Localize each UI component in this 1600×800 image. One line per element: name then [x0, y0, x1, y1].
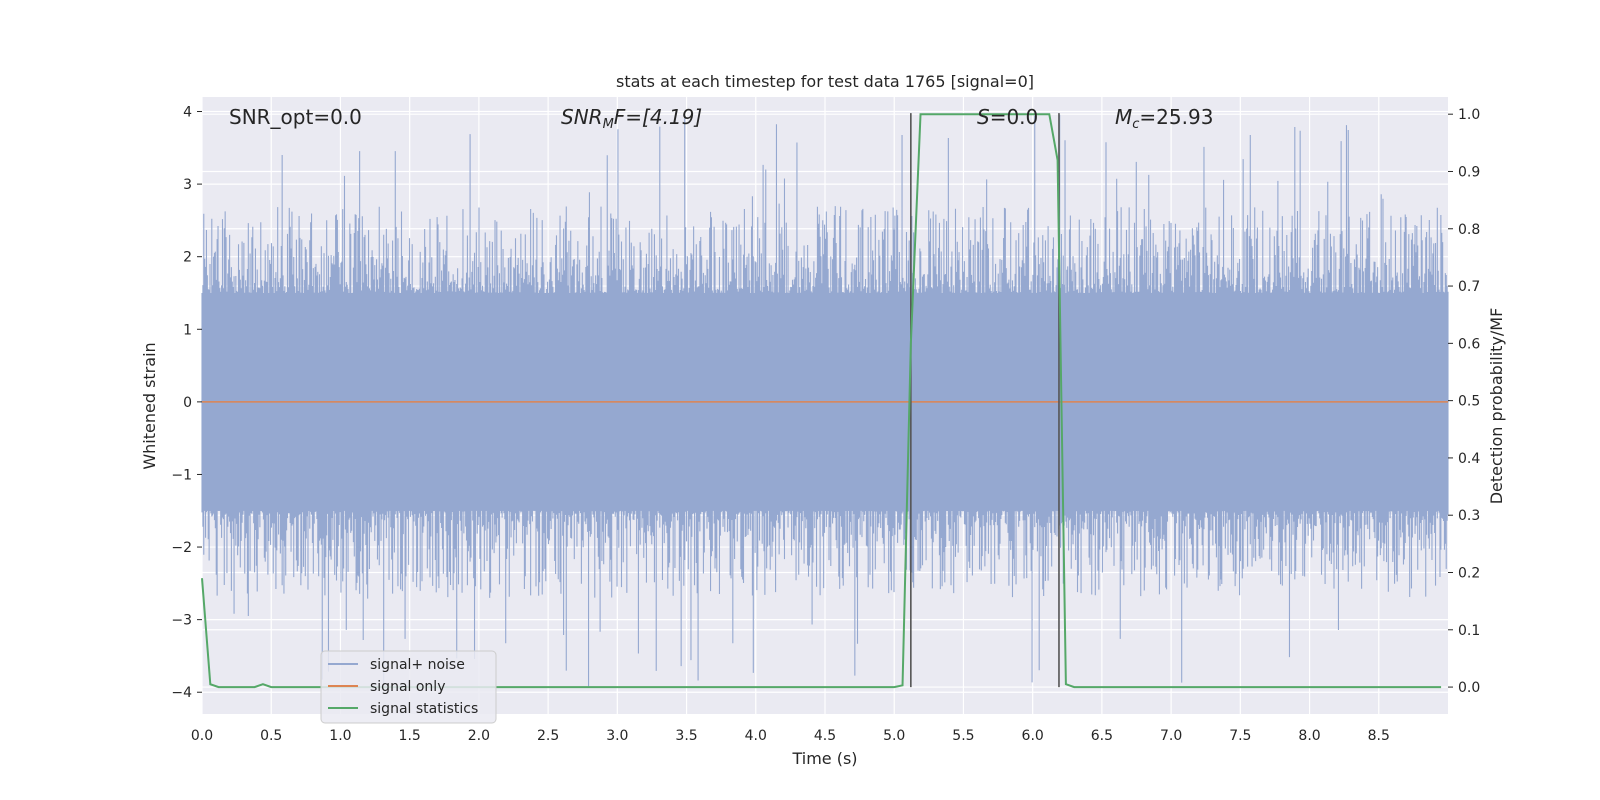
x-tick-label: 3.0: [606, 728, 628, 744]
y-tick-label-right: 0.0: [1458, 680, 1480, 696]
y-tick-label-left: −4: [171, 685, 192, 701]
y-tick-label-left: 0: [183, 395, 192, 411]
y-tick-label-right: 0.2: [1458, 565, 1480, 581]
legend-label-signal-statistics: signal statistics: [370, 701, 478, 717]
x-tick-label: 5.5: [952, 728, 974, 744]
x-axis-label: Time (s): [791, 749, 857, 768]
legend-label-signal-only: signal only: [370, 679, 445, 695]
x-tick-label: 4.0: [745, 728, 767, 744]
chart-title: stats at each timestep for test data 176…: [616, 72, 1034, 91]
x-tick-label: 1.5: [399, 728, 421, 744]
x-tick-label: 1.0: [329, 728, 351, 744]
annotation-snr-mf: SNRMF=[4.19]: [561, 105, 702, 132]
x-tick-label: 7.5: [1229, 728, 1251, 744]
x-tick-label: 2.0: [468, 728, 490, 744]
y-tick-label-right: 0.6: [1458, 336, 1480, 352]
y-tick-label-right: 0.3: [1458, 508, 1480, 524]
legend: signal+ noise signal only signal statist…: [320, 650, 497, 724]
annotation-s: S=0.0: [977, 105, 1038, 129]
y-tick-label-right: 0.9: [1458, 164, 1480, 180]
annotation-snr-opt: SNR_opt=0.0: [229, 105, 362, 129]
x-tick-label: 6.0: [1022, 728, 1044, 744]
x-tick-label: 5.0: [883, 728, 905, 744]
ticks: 0.0 0.5 1.0 1.5 2.0 2.5 3.0 3.5 4.0 4.5 5.0 5.5 6.0 6…: [171, 105, 1480, 744]
x-tick-label: 7.0: [1160, 728, 1182, 744]
y-tick-label-left: 2: [183, 250, 192, 266]
x-tick-label: 8.0: [1298, 728, 1320, 744]
x-tick-label: 8.5: [1368, 728, 1390, 744]
y-tick-label-right: 0.4: [1458, 451, 1480, 467]
y-axis-label-left: Whitened strain: [140, 342, 159, 469]
y-tick-label-left: 1: [183, 322, 192, 338]
y-tick-label-left: −3: [171, 613, 192, 629]
y-tick-label-left: 4: [183, 105, 192, 121]
y-tick-label-left: −1: [171, 467, 192, 483]
x-tick-label: 4.5: [814, 728, 836, 744]
x-tick-label: 0.5: [260, 728, 282, 744]
y-tick-label-left: 3: [183, 177, 192, 193]
y-axis-label-right: Detection probability/MF: [1487, 308, 1506, 505]
y-tick-label-right: 0.7: [1458, 279, 1480, 295]
x-tick-label: 2.5: [537, 728, 559, 744]
y-tick-label-right: 1.0: [1458, 107, 1480, 123]
y-tick-label-right: 0.1: [1458, 623, 1480, 639]
series-signal-statistics: [201, 113, 1442, 689]
x-tick-label: 6.5: [1091, 728, 1113, 744]
x-tick-label: 0.0: [191, 728, 213, 744]
legend-box: [320, 650, 497, 724]
y-tick-label-right: 0.8: [1458, 222, 1480, 238]
x-tick-label: 3.5: [675, 728, 697, 744]
y-tick-label-left: −2: [171, 540, 192, 556]
signal-statistics-line: [201, 113, 1442, 689]
y-tick-label-right: 0.5: [1458, 394, 1480, 410]
annotation-mc: Mc=25.93: [1115, 105, 1213, 132]
legend-label-signal-noise: signal+ noise: [370, 657, 465, 673]
